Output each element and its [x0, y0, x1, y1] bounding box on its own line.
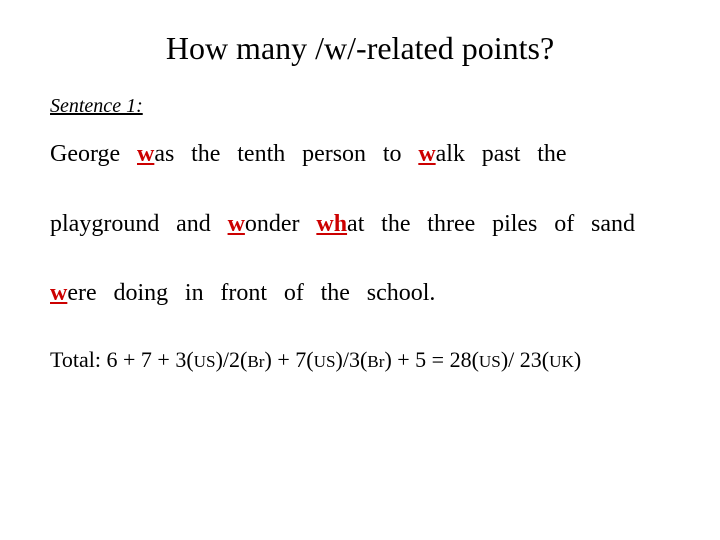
- total-br1: Br: [247, 352, 264, 371]
- word: the: [191, 141, 220, 167]
- word: doing: [113, 280, 168, 306]
- word-post: the: [381, 211, 410, 237]
- page-title: How many /w/-related points?: [50, 30, 670, 67]
- word-post: as: [154, 141, 174, 167]
- word: of: [284, 280, 304, 306]
- word: George: [50, 141, 120, 167]
- word-post: to: [383, 141, 402, 167]
- word-gap: [159, 190, 170, 260]
- word-post: person: [302, 141, 366, 167]
- total-us1: US: [194, 352, 216, 371]
- word: tenth: [237, 141, 285, 167]
- word-gap: [174, 120, 185, 190]
- word: of: [554, 211, 574, 237]
- word: the: [537, 141, 566, 167]
- word: and: [176, 211, 211, 237]
- word-gap: [304, 259, 315, 329]
- word-gap: [402, 120, 413, 190]
- word-gap: [300, 190, 311, 260]
- word-post: three: [427, 211, 475, 237]
- word: to: [383, 141, 402, 167]
- word: playground: [50, 211, 159, 237]
- word: wonder: [228, 211, 300, 237]
- word-gap: [475, 190, 486, 260]
- word-gap: [567, 120, 578, 190]
- sentence-label: Sentence 1:: [50, 95, 670, 118]
- word-highlight: wh: [316, 211, 347, 237]
- word-post: front: [220, 280, 267, 306]
- word-post: George: [50, 141, 120, 167]
- word-gap: [520, 120, 531, 190]
- total-text: ) + 7(: [265, 347, 314, 372]
- word-post: tenth: [237, 141, 285, 167]
- word-gap: [366, 120, 377, 190]
- word: in: [185, 280, 204, 306]
- word-post: onder: [245, 211, 300, 237]
- word: the: [321, 280, 350, 306]
- word-gap: [204, 259, 215, 329]
- word-post: of: [554, 211, 574, 237]
- word-post: in: [185, 280, 204, 306]
- word-post: the: [537, 141, 566, 167]
- word-gap: [211, 190, 222, 260]
- word: was: [137, 141, 174, 167]
- total-line: Total: 6 + 7 + 3(US)/2(Br) + 7(US)/3(Br)…: [50, 347, 670, 373]
- total-us2: US: [314, 352, 336, 371]
- word-gap: [267, 259, 278, 329]
- word-gap: [168, 259, 179, 329]
- word-highlight: w: [50, 280, 67, 306]
- total-us3: US: [479, 352, 501, 371]
- word-post: at: [347, 211, 364, 237]
- total-text: ) + 5 = 28(: [384, 347, 478, 372]
- word-post: alk: [436, 141, 465, 167]
- word: person: [302, 141, 366, 167]
- total-text: ): [574, 347, 581, 372]
- sentence-body: George was the tenth person to walk past…: [50, 120, 670, 329]
- word-gap: [220, 120, 231, 190]
- word: walk: [418, 141, 465, 167]
- word: three: [427, 211, 475, 237]
- word: were: [50, 280, 97, 306]
- total-br2: Br: [367, 352, 384, 371]
- word-gap: [350, 259, 361, 329]
- total-text: )/ 23(: [501, 347, 549, 372]
- word-post: school.: [367, 280, 436, 306]
- word-post: playground: [50, 211, 159, 237]
- word-highlight: w: [228, 211, 245, 237]
- word: the: [381, 211, 410, 237]
- word-highlight: w: [137, 141, 154, 167]
- word-gap: [574, 190, 585, 260]
- word-gap: [411, 190, 422, 260]
- word-post: past: [482, 141, 521, 167]
- word-gap: [537, 190, 548, 260]
- word-post: the: [191, 141, 220, 167]
- word-post: piles: [492, 211, 537, 237]
- word: sand: [591, 211, 635, 237]
- word-gap: [97, 259, 108, 329]
- word-gap: [465, 120, 476, 190]
- word-gap: [285, 120, 296, 190]
- total-uk: UK: [549, 352, 574, 371]
- word-post: sand: [591, 211, 635, 237]
- word-gap: [635, 190, 646, 260]
- word-highlight: w: [418, 141, 435, 167]
- word: front: [220, 280, 267, 306]
- word-post: doing: [113, 280, 168, 306]
- word-gap: [364, 190, 375, 260]
- total-text: )/3(: [336, 347, 368, 372]
- word: what: [316, 211, 364, 237]
- total-text: )/2(: [216, 347, 248, 372]
- word: school.: [367, 280, 436, 306]
- word-post: ere: [67, 280, 96, 306]
- word-post: and: [176, 211, 211, 237]
- word-post: of: [284, 280, 304, 306]
- word: past: [482, 141, 521, 167]
- word: piles: [492, 211, 537, 237]
- word-post: the: [321, 280, 350, 306]
- word-gap: [120, 120, 131, 190]
- total-text: Total: 6 + 7 + 3(: [50, 347, 194, 372]
